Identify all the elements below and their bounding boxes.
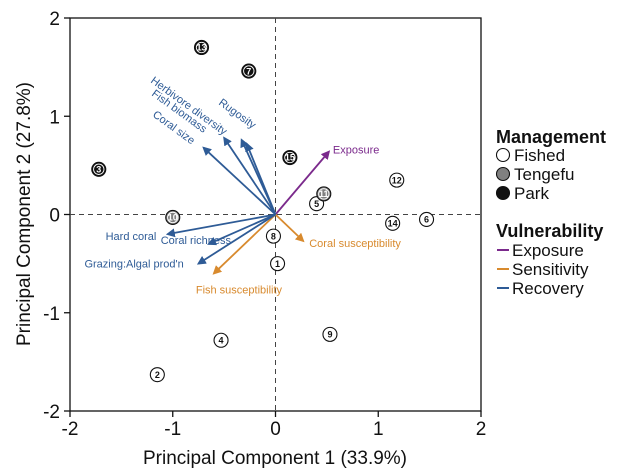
y-tick-label: 0 — [49, 206, 60, 227]
site-point-11: 11 — [316, 186, 332, 202]
site-point-marker — [270, 256, 286, 272]
site-point-marker — [213, 332, 229, 348]
legend-label-recovery: Recovery — [512, 279, 584, 298]
legend-marker-park — [495, 185, 511, 201]
y-axis-title: Principal Component 2 (27.8%) — [14, 82, 35, 346]
site-point-1: 1 — [270, 256, 286, 272]
site-point-label: 7 — [246, 66, 251, 76]
site-point-label: 2 — [155, 370, 160, 380]
legend: Management Vulnerability FishedTengefuPa… — [495, 127, 606, 298]
x-tick-label: 2 — [476, 419, 487, 440]
site-point-label: 10 — [168, 213, 178, 223]
site-point-12: 12 — [389, 172, 405, 188]
site-point-label: 11 — [319, 189, 329, 199]
site-point-label: 14 — [388, 219, 398, 229]
site-point-9: 9 — [322, 326, 338, 342]
site-point-marker — [265, 228, 281, 244]
site-point-8: 8 — [265, 228, 281, 244]
vector-exposure — [274, 150, 331, 216]
site-point-10: 10 — [165, 209, 181, 225]
zero-lines — [70, 18, 481, 411]
x-tick-label: 1 — [373, 419, 384, 440]
y-tick-label: -1 — [43, 304, 60, 325]
site-point-label: 15 — [285, 153, 295, 163]
legend-label-fished: Fished — [514, 146, 565, 165]
site-point-ring — [167, 211, 179, 224]
x-axis-title: Principal Component 1 (33.9%) — [143, 448, 407, 469]
site-point-label: 9 — [327, 330, 332, 340]
vector-label-coral-richness: Coral richness — [161, 235, 232, 247]
legend-label-exposure: Exposure — [512, 241, 584, 260]
site-point-marker — [149, 367, 165, 383]
site-point-6: 6 — [418, 211, 435, 227]
site-point-marker — [385, 215, 401, 231]
site-point-7: 7 — [241, 63, 257, 79]
vector-coral-size — [202, 146, 277, 216]
legend-vulnerability-title: Vulnerability — [496, 221, 603, 241]
site-point-14: 14 — [385, 215, 401, 231]
vector-coral-richness — [207, 213, 276, 246]
x-tick-label: 0 — [270, 419, 281, 440]
site-point-4: 4 — [213, 332, 229, 348]
site-point-ring — [318, 188, 330, 200]
site-point-label: 1 — [275, 259, 280, 269]
site-point-marker — [322, 326, 338, 342]
site-point-ring — [243, 65, 255, 77]
loading-vectors: Exposure Coral susceptibility Fish suscept… — [84, 75, 401, 297]
site-point-label: 12 — [392, 175, 402, 185]
site-point-marker — [418, 211, 435, 227]
site-point-label: 13 — [197, 43, 207, 53]
vector-label-coral-susceptibility: Coral susceptibility — [309, 238, 401, 250]
vector-grazing-algal-prod-n — [196, 213, 276, 265]
site-point-2: 2 — [149, 367, 165, 383]
site-point-marker — [389, 172, 405, 188]
vector-label-grazing-algal-prod-n: Grazing:Algal prod'n — [84, 259, 183, 271]
legend-marker-fished — [495, 147, 511, 163]
site-point-ring — [93, 163, 105, 175]
x-tick-label: -1 — [164, 419, 181, 440]
vector-label-hard-coral: Hard coral — [106, 231, 157, 243]
y-tick-label: 1 — [49, 107, 60, 128]
legend-label-park: Park — [514, 184, 549, 203]
y-tick-label: 2 — [49, 9, 60, 30]
vector-hard-coral — [165, 213, 276, 238]
site-point-label: 4 — [219, 335, 224, 345]
legend-label-sensitivity: Sensitivity — [512, 260, 589, 279]
x-tick-label: -2 — [62, 419, 79, 440]
site-point-3: 3 — [91, 161, 107, 177]
site-point-label: 5 — [314, 199, 319, 209]
site-point-13: 13 — [193, 39, 210, 56]
site-point-15: 15 — [282, 149, 298, 166]
vector-label-fish-susceptibility: Fish susceptibility — [196, 284, 283, 296]
legend-label-tengefu: Tengefu — [514, 165, 575, 184]
y-tick-label: -2 — [43, 402, 60, 423]
legend-marker-tengefu — [495, 166, 511, 182]
site-point-label: 3 — [96, 165, 101, 175]
vector-fish-biomass — [223, 136, 277, 216]
site-point-label: 6 — [424, 215, 429, 225]
site-point-label: 8 — [271, 231, 276, 241]
vector-fish-susceptibility — [212, 213, 277, 275]
vector-rugosity — [245, 142, 277, 215]
vector-coral-susceptibility — [274, 213, 305, 243]
site-point-ring — [195, 41, 208, 54]
legend-management-title: Management — [496, 127, 606, 147]
site-point-ring — [284, 151, 296, 164]
vector-label-exposure: Exposure — [333, 145, 379, 157]
